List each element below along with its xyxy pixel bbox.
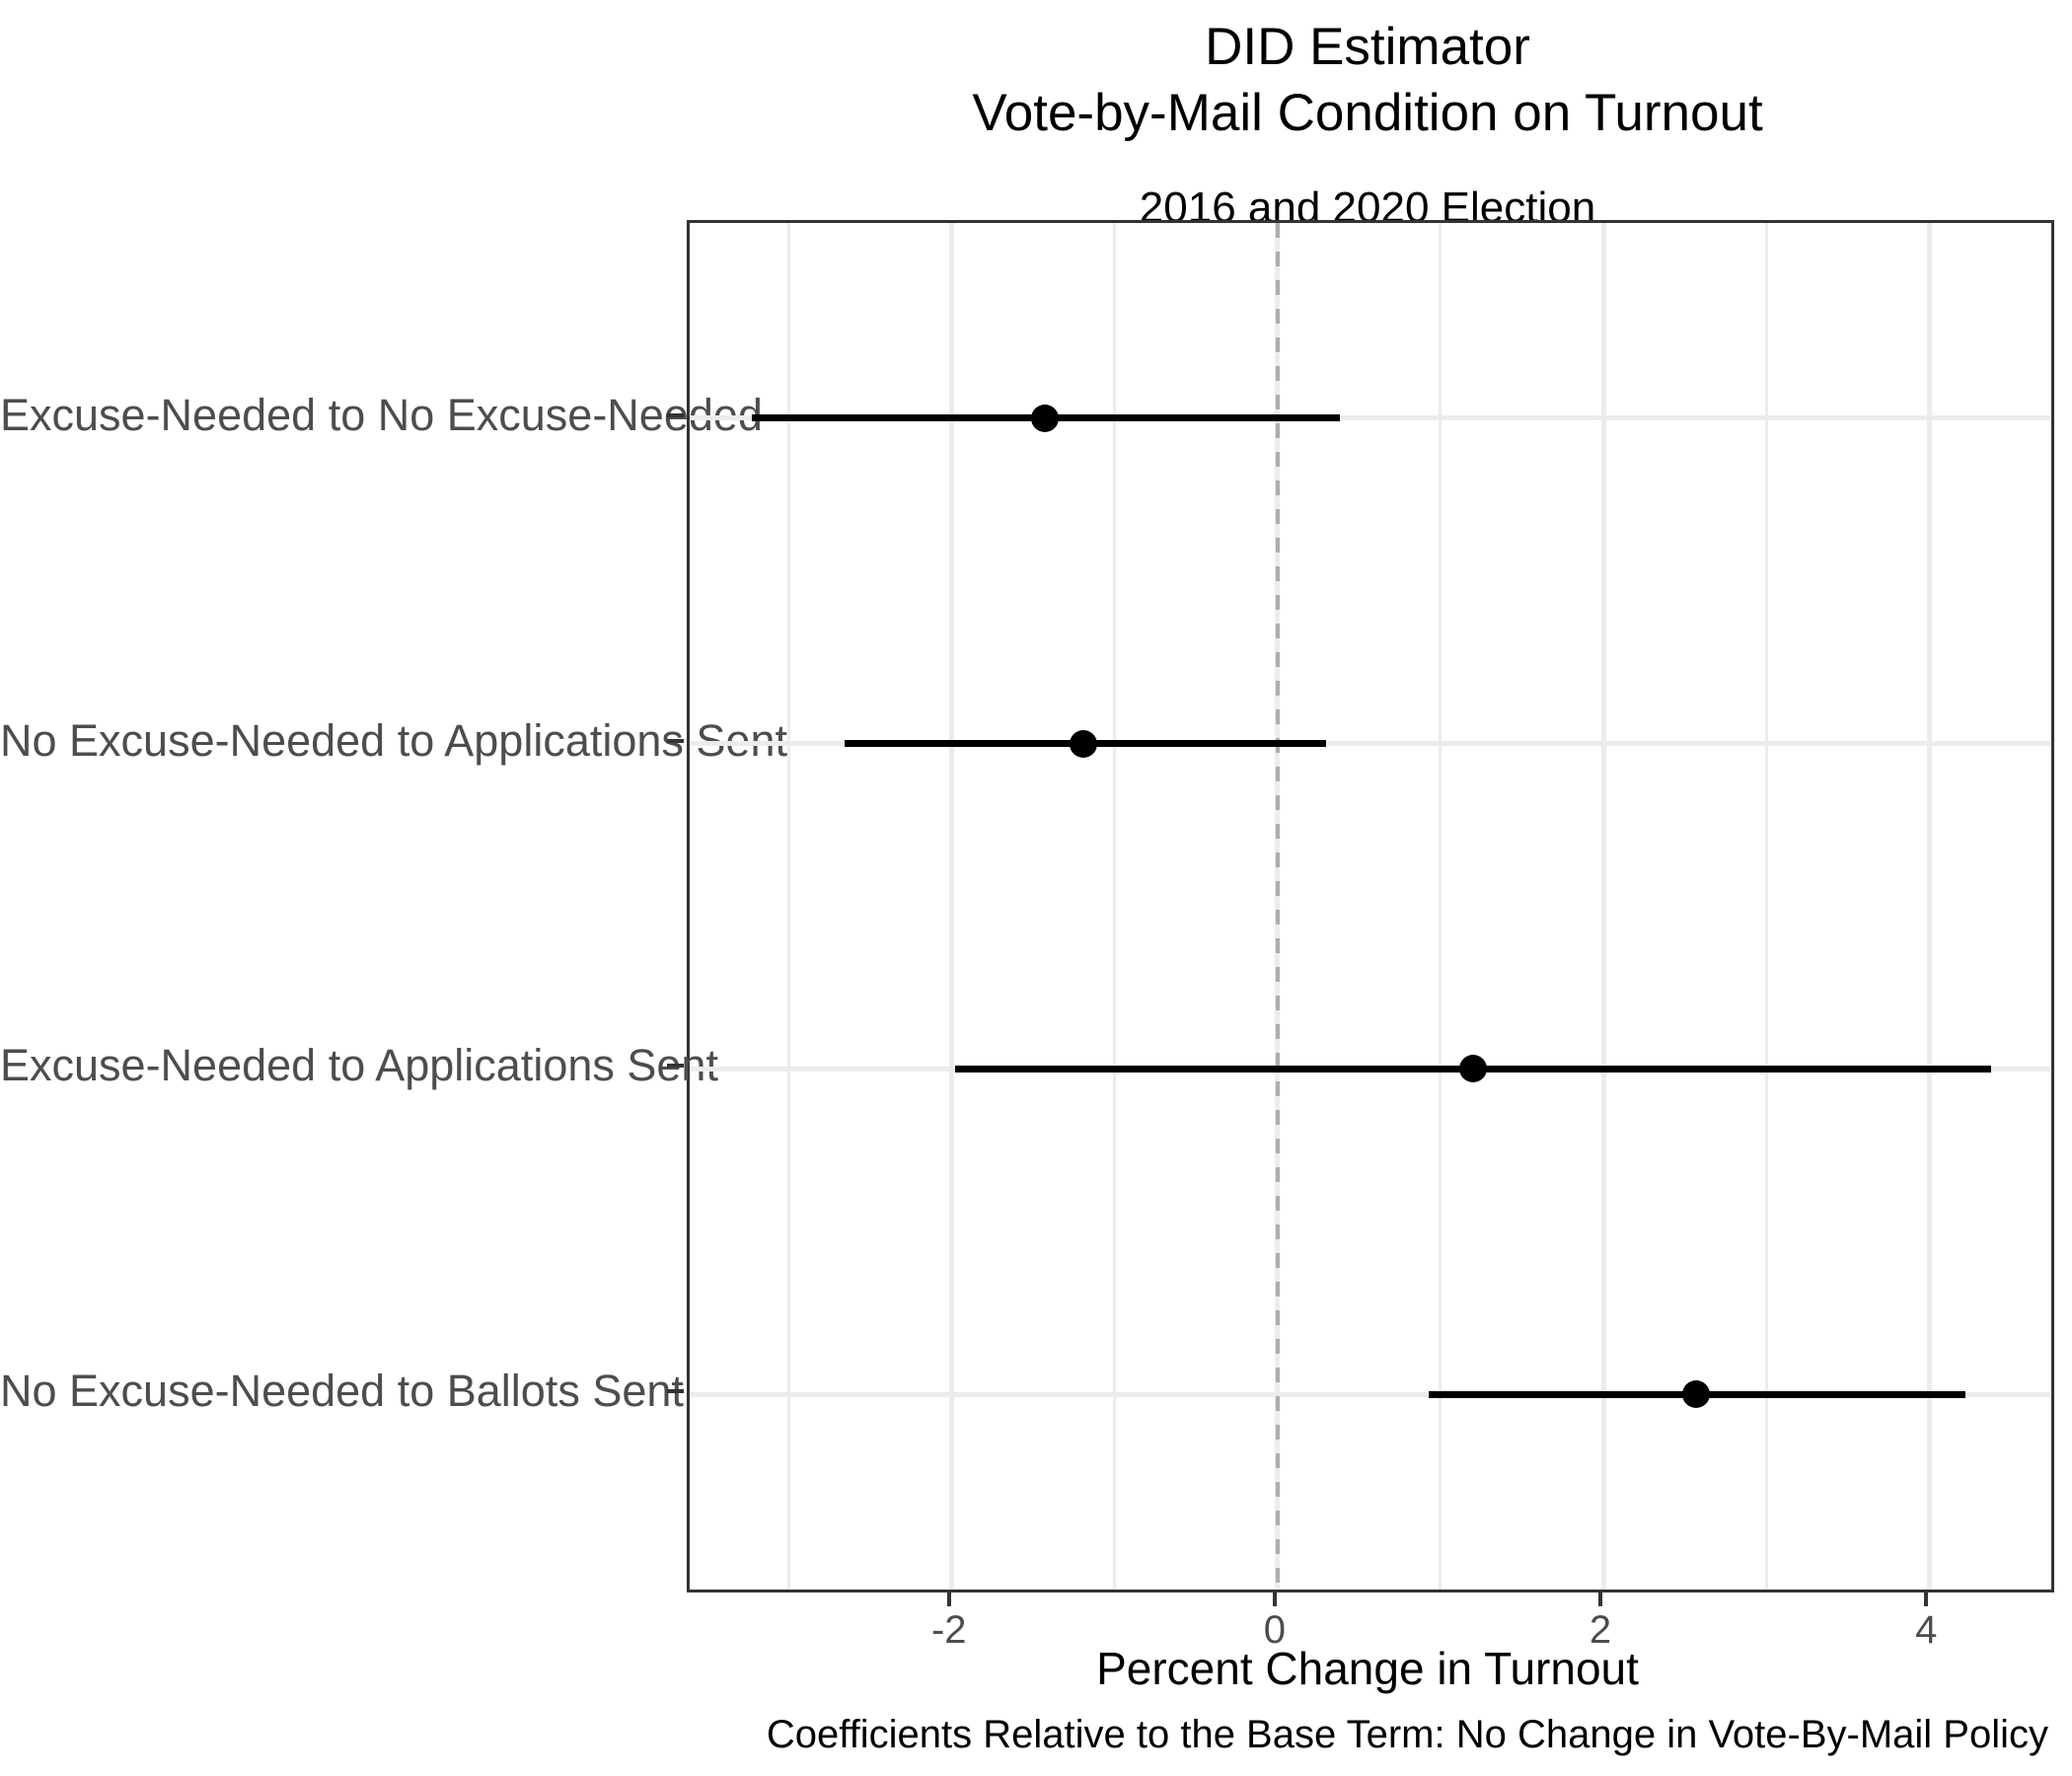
y-axis-label: No Excuse-Needed to Applications Sent (0, 714, 787, 766)
estimate-point (1030, 404, 1059, 432)
x-axis-tick (1272, 1590, 1277, 1606)
plot-title-block: DID Estimator Vote-by-Mail Condition on … (687, 14, 2048, 233)
y-axis-tick (667, 412, 684, 417)
x-axis-tick-label: 0 (1263, 1608, 1287, 1652)
gridline-vertical-minor (1764, 223, 1768, 1590)
y-axis-label: Excuse-Needed to Applications Sent (0, 1040, 718, 1091)
x-axis-title: Percent Change in Turnout (1096, 1643, 1639, 1694)
plot-title-line2: Vote-by-Mail Condition on Turnout (972, 84, 1763, 142)
zero-reference-line (1275, 223, 1280, 1590)
x-axis-tick-label: -2 (930, 1608, 967, 1652)
gridline-vertical-major (949, 223, 955, 1590)
x-axis-tick (1924, 1590, 1929, 1606)
x-axis-tick (1598, 1590, 1603, 1606)
x-axis-tick-label: 4 (1915, 1608, 1938, 1652)
gridline-vertical-minor (1439, 223, 1443, 1590)
plot-panel (687, 220, 2054, 1592)
estimate-point (1070, 729, 1098, 758)
plot-title-line1: DID Estimator (1205, 18, 1530, 76)
gridline-vertical-major (1600, 223, 1606, 1590)
gridline-vertical-minor (1113, 223, 1117, 1590)
gridline-horizontal (690, 1391, 2051, 1397)
estimate-point (1682, 1380, 1711, 1409)
gridline-horizontal (690, 741, 2051, 747)
gridline-horizontal (690, 415, 2051, 421)
gridline-vertical-minor (787, 223, 791, 1590)
y-axis-tick (667, 738, 684, 743)
y-axis-tick (667, 1389, 684, 1394)
y-axis-label: Excuse-Needed to No Excuse-Needed (0, 389, 763, 440)
y-axis-tick (667, 1064, 684, 1069)
plot-caption: Coefficients Relative to the Base Term: … (766, 1713, 2048, 1756)
gridline-vertical-major (1926, 223, 1932, 1590)
y-axis-label: No Excuse-Needed to Ballots Sent (0, 1366, 684, 1417)
estimate-point (1458, 1055, 1487, 1083)
x-axis-tick (946, 1590, 951, 1606)
x-axis-tick-label: 2 (1589, 1608, 1612, 1652)
